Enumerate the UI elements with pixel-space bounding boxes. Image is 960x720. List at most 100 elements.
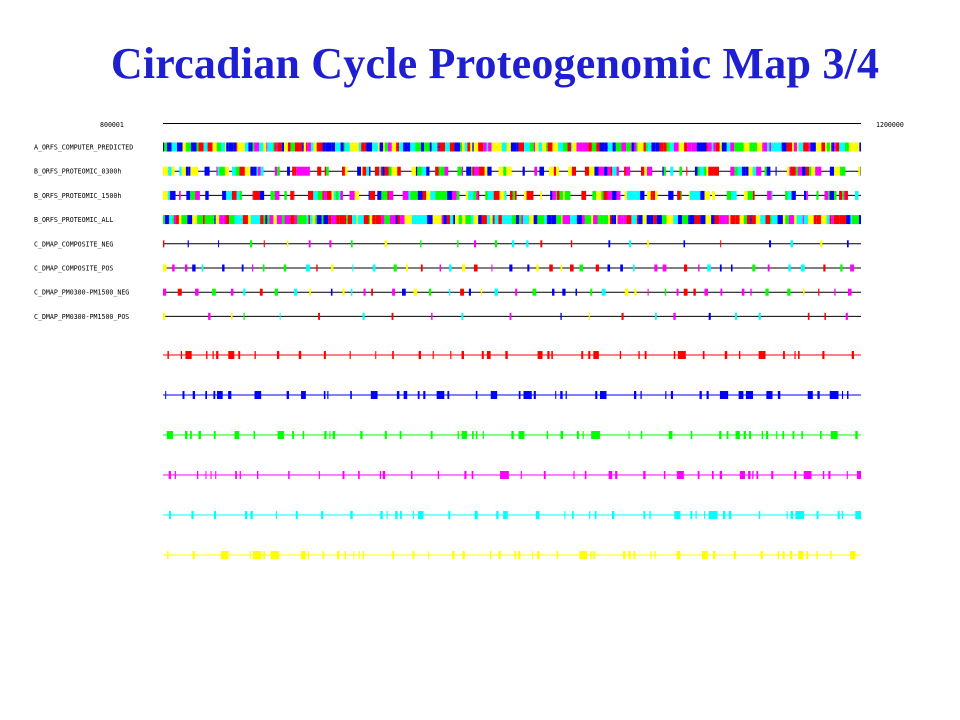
feature-mark: [357, 166, 362, 176]
feature-mark: [751, 215, 756, 225]
feature-mark: [611, 215, 614, 225]
feature-mark: [769, 240, 772, 248]
feature-mark: [226, 190, 232, 200]
feature-mark: [537, 215, 542, 225]
feature-mark: [509, 190, 513, 200]
feature-mark: [349, 351, 351, 359]
feature-mark: [546, 215, 552, 225]
feature-mark: [604, 142, 608, 152]
feature-mark: [734, 312, 738, 320]
feature-mark: [735, 215, 740, 225]
feature-mark: [712, 190, 716, 200]
feature-mark: [803, 288, 805, 296]
feature-mark: [471, 166, 473, 176]
feature-mark: [322, 551, 325, 559]
feature-mark: [461, 351, 464, 359]
feature-mark: [190, 166, 196, 176]
feature-mark: [766, 431, 769, 439]
feature-mark: [542, 142, 547, 152]
feature-mark: [373, 142, 378, 152]
feature-mark: [607, 166, 611, 176]
feature-mark: [700, 215, 706, 225]
ruler-end-label: 1200000: [876, 121, 904, 129]
feature-mark: [316, 215, 322, 225]
feature-mark: [198, 431, 201, 439]
feature-mark: [292, 166, 295, 176]
feature-mark: [370, 391, 378, 399]
feature-mark: [584, 471, 587, 479]
feature-mark: [757, 142, 763, 152]
feature-mark: [239, 166, 245, 176]
feature-mark: [745, 391, 754, 399]
feature-mark: [817, 391, 820, 399]
feature-mark: [594, 511, 597, 519]
feature-mark: [722, 511, 726, 519]
feature-mark: [392, 288, 396, 296]
feature-mark: [733, 551, 736, 559]
feature-mark: [521, 215, 524, 225]
feature-mark: [841, 391, 844, 399]
feature-mark: [498, 215, 502, 225]
feature-mark: [616, 215, 618, 225]
feature-mark: [342, 471, 345, 479]
feature-mark: [699, 391, 702, 399]
feature-mark: [283, 264, 287, 272]
feature-mark: [708, 511, 718, 519]
feature-mark: [734, 166, 736, 176]
feature-mark: [311, 215, 313, 225]
feature-mark: [420, 240, 422, 248]
feature-mark: [608, 471, 613, 479]
feature-mark: [309, 215, 312, 225]
feature-mark: [791, 190, 794, 200]
feature-mark: [243, 312, 245, 320]
feature-mark: [192, 551, 195, 559]
feature-mark: [835, 142, 840, 152]
feature-mark: [428, 288, 432, 296]
feature-mark: [858, 166, 861, 176]
feature-mark: [543, 471, 546, 479]
feature-mark: [483, 142, 487, 152]
feature-mark: [412, 551, 415, 559]
feature-mark: [512, 190, 516, 200]
feature-mark: [195, 166, 199, 176]
feature-mark: [547, 142, 553, 152]
feature-mark: [192, 391, 196, 399]
feature-mark: [413, 288, 418, 296]
feature-mark: [854, 190, 859, 200]
color-tracks: [163, 351, 861, 559]
feature-mark: [349, 190, 355, 200]
feature-mark: [327, 391, 329, 399]
feature-mark: [701, 551, 708, 559]
feature-mark: [844, 142, 849, 152]
feature-mark: [239, 190, 242, 200]
feature-mark: [820, 215, 827, 225]
feature-mark: [253, 190, 260, 200]
feature-mark: [640, 166, 645, 176]
feature-mark: [441, 190, 448, 200]
feature-mark: [596, 190, 602, 200]
feature-mark: [481, 351, 484, 359]
feature-mark: [607, 142, 613, 152]
feature-mark: [713, 166, 719, 176]
feature-mark: [474, 166, 479, 176]
feature-mark: [372, 264, 376, 272]
feature-mark: [368, 190, 370, 200]
feature-mark: [461, 312, 464, 320]
feature-mark: [518, 431, 525, 439]
feature-mark: [187, 215, 193, 225]
feature-mark: [619, 190, 621, 200]
feature-mark: [437, 142, 439, 152]
feature-mark: [351, 240, 353, 248]
feature-mark: [801, 431, 803, 439]
feature-mark: [643, 471, 646, 479]
feature-mark: [836, 166, 841, 176]
feature-mark: [325, 142, 332, 152]
feature-mark: [822, 471, 825, 479]
feature-mark: [738, 391, 744, 399]
feature-mark: [680, 142, 685, 152]
feature-mark: [443, 215, 447, 225]
feature-mark: [492, 215, 495, 225]
feature-mark: [384, 142, 388, 152]
feature-mark: [482, 431, 484, 439]
feature-mark: [423, 391, 426, 399]
